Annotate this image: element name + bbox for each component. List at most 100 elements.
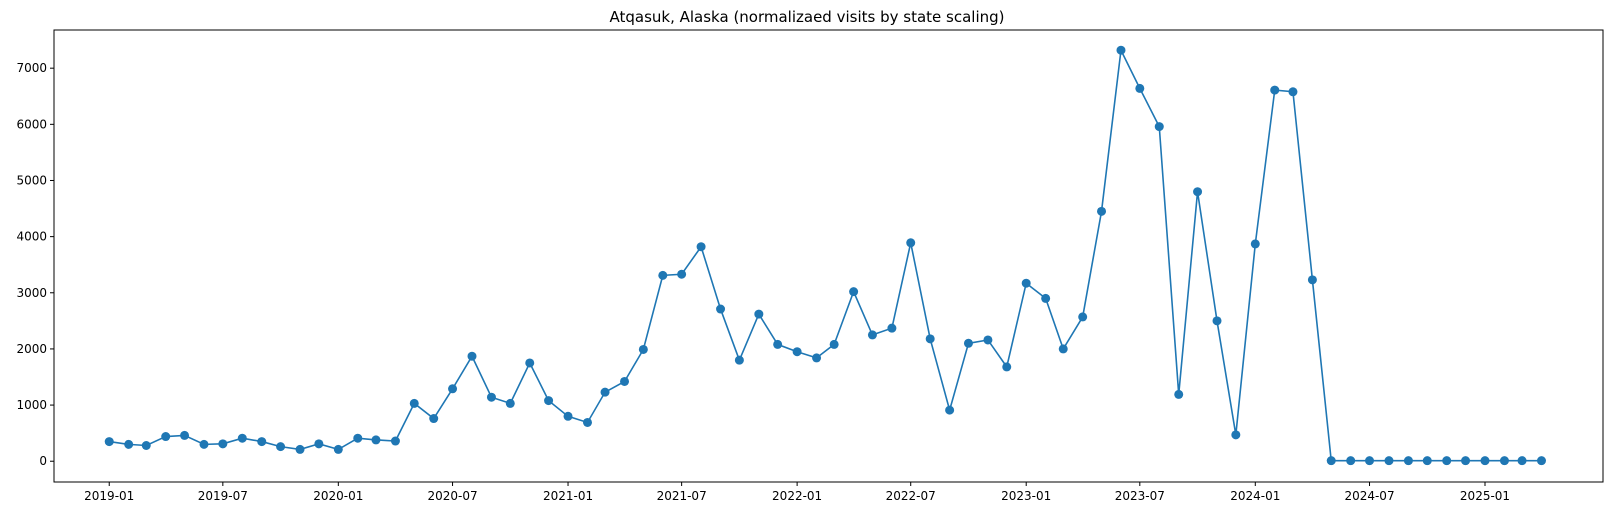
data-point	[1021, 278, 1031, 288]
x-tick-label: 2024-01	[1230, 489, 1280, 503]
y-tick-label: 5000	[16, 173, 47, 187]
x-tick-label: 2021-07	[657, 489, 707, 503]
data-point	[276, 442, 286, 452]
x-tick-label: 2020-01	[313, 489, 363, 503]
data-point	[104, 437, 114, 447]
data-point	[161, 432, 171, 442]
data-point	[1193, 187, 1203, 197]
data-point	[314, 439, 324, 449]
data-point	[1288, 87, 1298, 97]
series-line	[109, 47, 1542, 462]
data-point	[141, 441, 151, 450]
data-point	[773, 339, 783, 349]
data-point	[544, 396, 554, 406]
data-point	[1384, 456, 1394, 466]
data-point	[353, 433, 363, 443]
x-tick-label: 2020-07	[427, 489, 477, 503]
data-point	[1422, 456, 1432, 466]
data-point	[1307, 275, 1317, 285]
data-point	[1154, 122, 1164, 132]
data-point	[925, 334, 935, 344]
data-point	[563, 411, 573, 421]
data-point	[1346, 456, 1356, 466]
data-point	[371, 435, 381, 445]
x-tick-label: 2023-07	[1115, 489, 1165, 503]
data-point	[1326, 456, 1336, 466]
data-point	[505, 398, 515, 408]
data-point	[696, 242, 706, 252]
data-point	[409, 398, 419, 408]
y-tick-label: 2000	[16, 342, 47, 356]
data-point	[237, 433, 247, 443]
y-tick-label: 6000	[16, 117, 47, 131]
data-point	[429, 414, 439, 424]
x-tick-label: 2019-01	[84, 489, 134, 503]
data-point	[1517, 456, 1527, 466]
data-point	[333, 444, 343, 454]
data-point	[486, 392, 496, 402]
data-point	[792, 347, 802, 357]
data-point	[467, 351, 477, 361]
data-point	[1499, 456, 1509, 466]
data-point	[1116, 45, 1126, 55]
chart-title: Atqasuk, Alaska (normalizaed visits by s…	[609, 8, 1004, 26]
data-point	[1270, 85, 1280, 95]
x-tick-label: 2024-07	[1344, 489, 1394, 503]
data-point	[1250, 239, 1260, 249]
data-point	[448, 384, 458, 394]
data-point	[1212, 316, 1222, 326]
x-tick-label: 2022-07	[886, 489, 936, 503]
data-point	[812, 353, 822, 363]
data-point	[1002, 362, 1012, 372]
series-visits	[104, 45, 1546, 466]
y-tick-label: 4000	[16, 230, 47, 244]
data-point	[849, 287, 859, 297]
data-point	[295, 444, 305, 454]
data-point	[716, 304, 726, 314]
data-point	[1078, 312, 1088, 322]
data-point	[124, 439, 134, 449]
data-point	[1480, 456, 1490, 466]
data-point	[963, 338, 973, 348]
data-point	[983, 335, 993, 345]
data-point	[1442, 456, 1452, 466]
data-point	[1461, 456, 1471, 466]
x-tick-label: 2025-01	[1460, 489, 1510, 503]
data-point	[829, 339, 839, 349]
data-point	[1041, 293, 1051, 303]
data-point	[525, 358, 535, 368]
x-tick-label: 2021-01	[543, 489, 593, 503]
data-point	[754, 309, 764, 319]
x-tick-label: 2023-01	[1001, 489, 1051, 503]
data-point	[620, 376, 630, 386]
data-point	[1365, 456, 1375, 466]
data-point	[1536, 456, 1546, 466]
data-point	[906, 238, 916, 248]
data-point	[658, 270, 668, 280]
data-point	[1403, 456, 1413, 466]
data-point	[887, 323, 897, 333]
data-point	[600, 387, 610, 397]
data-point	[1231, 430, 1241, 440]
x-tick-label: 2019-07	[198, 489, 248, 503]
axes: 2019-01 2019-07 2020-01 2020-07 2021-01 2021-…	[16, 61, 1510, 503]
y-tick-label: 7000	[16, 61, 47, 75]
data-point	[257, 437, 267, 447]
data-point	[390, 436, 400, 446]
plot-frame	[53, 29, 1604, 483]
data-point	[677, 269, 687, 279]
data-point	[867, 330, 877, 340]
data-point	[218, 439, 228, 449]
data-point	[1058, 344, 1068, 354]
y-tick-label: 0	[39, 454, 47, 468]
data-point	[199, 439, 209, 449]
data-point	[582, 417, 592, 427]
data-point	[180, 430, 190, 440]
data-point	[945, 405, 955, 415]
y-tick-label: 3000	[16, 286, 47, 300]
x-tick-label: 2022-01	[772, 489, 822, 503]
data-point	[1135, 83, 1145, 93]
y-tick-label: 1000	[16, 398, 47, 412]
data-point	[734, 355, 744, 365]
